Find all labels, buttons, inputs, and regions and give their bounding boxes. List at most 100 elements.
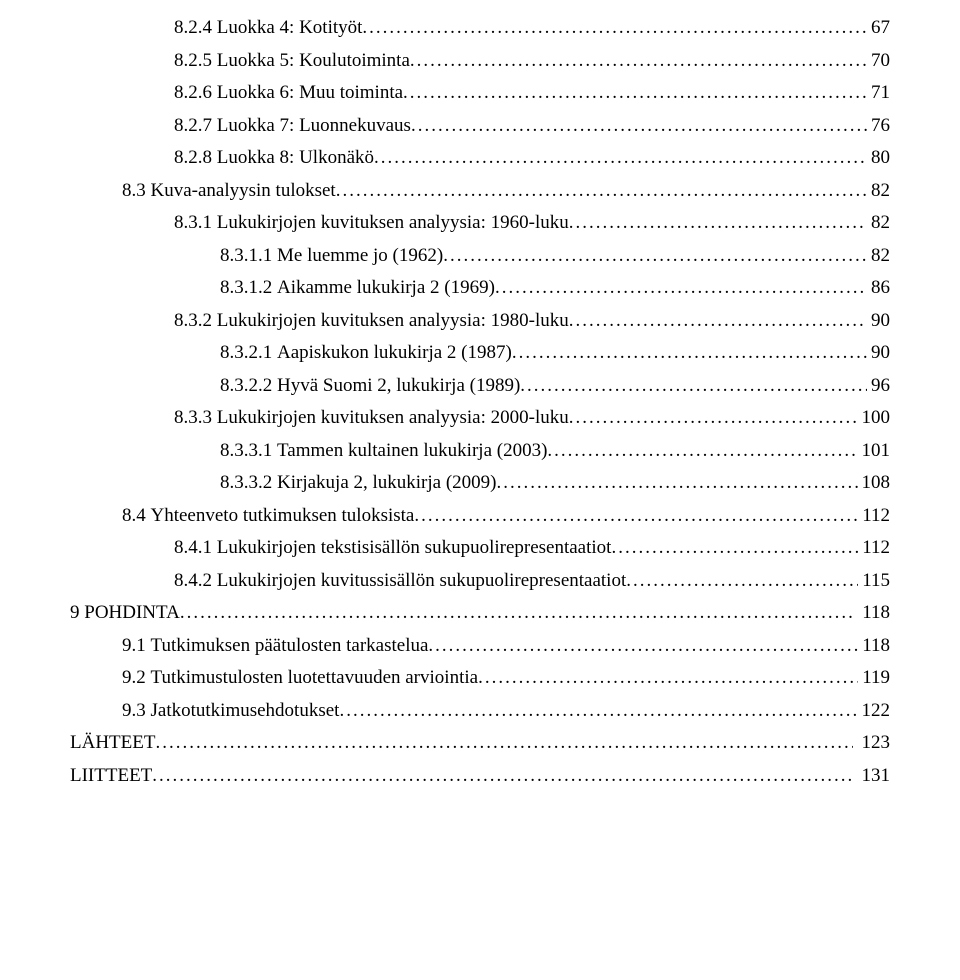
toc-entry-title: LÄHTEET <box>70 733 155 752</box>
toc-leader-dots <box>495 278 867 297</box>
toc-entry-title: Luokka 6: Muu toiminta <box>217 83 403 102</box>
toc-entry-page: 112 <box>858 506 890 525</box>
toc-entry-title: LIITTEET <box>70 766 152 785</box>
toc-entry: LIITTEET 131 <box>70 766 890 785</box>
toc-entry-title: Kirjakuja 2, lukukirja (2009) <box>277 473 497 492</box>
toc-entry-number: 8.3.2.1 <box>220 343 277 362</box>
toc-entry-title: Tutkimuksen päätulosten tarkastelua <box>151 636 429 655</box>
toc-entry-title: Lukukirjojen kuvituksen analyysia: 1960-… <box>217 213 569 232</box>
toc-entry: 9.2 Tutkimustulosten luotettavuuden arvi… <box>70 668 890 687</box>
toc-entry-page: 90 <box>867 343 890 362</box>
toc-entry-title: Lukukirjojen kuvituksen analyysia: 2000-… <box>217 408 569 427</box>
toc-leader-dots <box>428 636 858 655</box>
toc-entry-page: 118 <box>853 603 890 622</box>
toc-entry: 8.3.2 Lukukirjojen kuvituksen analyysia:… <box>70 311 890 330</box>
toc-entry-title: Lukukirjojen tekstisisällön sukupuolirep… <box>217 538 612 557</box>
toc-entry-number: 9.2 <box>122 668 151 687</box>
toc-leader-dots <box>478 668 858 687</box>
toc-entry-page: 70 <box>867 51 890 70</box>
toc-entry-number: 8.3.3.2 <box>220 473 277 492</box>
toc-entry-page: 71 <box>867 83 890 102</box>
table-of-contents: 8.2.4 Luokka 4: Kotityöt 67 8.2.5 Luokka 5… <box>70 18 890 785</box>
toc-entry-number: 9.3 <box>122 701 151 720</box>
toc-entry: 8.3.1.1 Me luemme jo (1962) 82 <box>70 246 890 265</box>
toc-entry-page: 82 <box>867 213 890 232</box>
toc-leader-dots <box>374 148 867 167</box>
toc-entry-number: 8.4.1 <box>174 538 217 557</box>
toc-entry: LÄHTEET 123 <box>70 733 890 752</box>
toc-entry-title: Tutkimustulosten luotettavuuden arvioint… <box>151 668 479 687</box>
toc-entry: 8.2.6 Luokka 6: Muu toiminta 71 <box>70 83 890 102</box>
toc-entry-page: 90 <box>867 311 890 330</box>
toc-entry-title: POHDINTA <box>84 603 180 622</box>
toc-entry-number: 9 <box>70 603 84 622</box>
toc-entry-number: 8.4.2 <box>174 571 217 590</box>
toc-entry-page: 67 <box>867 18 890 37</box>
toc-entry-number: 8.2.6 <box>174 83 217 102</box>
toc-leader-dots <box>362 18 867 37</box>
toc-entry-title: Yhteenveto tutkimuksen tuloksista <box>151 506 415 525</box>
toc-leader-dots <box>411 116 867 135</box>
toc-leader-dots <box>611 538 858 557</box>
toc-entry-page: 115 <box>858 571 890 590</box>
toc-entry-page: 100 <box>858 408 891 427</box>
toc-entry-page: 82 <box>867 181 890 200</box>
toc-entry-title: Me luemme jo (1962) <box>277 246 443 265</box>
toc-entry-number: 8.3.2.2 <box>220 376 277 395</box>
toc-leader-dots <box>512 343 867 362</box>
toc-entry-title: Luokka 4: Kotityöt <box>217 18 363 37</box>
toc-page: 8.2.4 Luokka 4: Kotityöt 67 8.2.5 Luokka 5… <box>0 0 960 980</box>
toc-leader-dots <box>497 473 858 492</box>
toc-entry-page: 123 <box>853 733 890 752</box>
toc-entry: 8.3.2.2 Hyvä Suomi 2, lukukirja (1989) 96 <box>70 376 890 395</box>
toc-entry-page: 96 <box>867 376 890 395</box>
toc-entry-number: 8.3.1.1 <box>220 246 277 265</box>
toc-entry-number: 8.3 <box>122 181 151 200</box>
toc-entry: 8.2.8 Luokka 8: Ulkonäkö80 <box>70 148 890 167</box>
toc-entry: 8.2.4 Luokka 4: Kotityöt 67 <box>70 18 890 37</box>
toc-entry-page: 101 <box>858 441 891 460</box>
toc-leader-dots <box>626 571 858 590</box>
toc-entry-title: Luokka 7: Luonnekuvaus <box>217 116 411 135</box>
toc-entry-title: Tammen kultainen lukukirja (2003) <box>277 441 547 460</box>
toc-entry-title: Luokka 5: Koulutoiminta <box>217 51 410 70</box>
toc-entry-title: Aapiskukon lukukirja 2 (1987) <box>277 343 512 362</box>
toc-entry: 8.3 Kuva-analyysin tulokset 82 <box>70 181 890 200</box>
toc-entry-title: Hyvä Suomi 2, lukukirja (1989) <box>277 376 520 395</box>
toc-leader-dots <box>569 311 867 330</box>
toc-leader-dots <box>339 701 857 720</box>
toc-entry: 8.3.1 Lukukirjojen kuvituksen analyysia:… <box>70 213 890 232</box>
toc-entry-number: 8.4 <box>122 506 151 525</box>
toc-leader-dots <box>520 376 867 395</box>
toc-entry-title: Lukukirjojen kuvituksen analyysia: 1980-… <box>217 311 569 330</box>
toc-entry: 9.3 Jatkotutkimusehdotukset122 <box>70 701 890 720</box>
toc-entry-number: 8.2.7 <box>174 116 217 135</box>
toc-leader-dots <box>414 506 858 525</box>
toc-entry-page: 76 <box>867 116 890 135</box>
toc-entry: 8.3.3 Lukukirjojen kuvituksen analyysia:… <box>70 408 890 427</box>
toc-entry: 9 POHDINTA 118 <box>70 603 890 622</box>
toc-entry-title: Kuva-analyysin tulokset <box>151 181 336 200</box>
toc-leader-dots <box>152 766 852 785</box>
toc-entry-title: Luokka 8: Ulkonäkö <box>217 148 374 167</box>
toc-entry: 9.1 Tutkimuksen päätulosten tarkastelua1… <box>70 636 890 655</box>
toc-entry: 8.3.3.2 Kirjakuja 2, lukukirja (2009)108 <box>70 473 890 492</box>
toc-entry: 8.3.2.1 Aapiskukon lukukirja 2 (1987) 90 <box>70 343 890 362</box>
toc-entry: 8.3.3.1 Tammen kultainen lukukirja (2003… <box>70 441 890 460</box>
toc-entry: 8.4 Yhteenveto tutkimuksen tuloksista 112 <box>70 506 890 525</box>
toc-leader-dots <box>403 83 867 102</box>
toc-leader-dots <box>180 603 854 622</box>
toc-leader-dots <box>336 181 867 200</box>
toc-entry-number: 8.2.5 <box>174 51 217 70</box>
toc-entry-page: 82 <box>867 246 890 265</box>
toc-entry-page: 80 <box>867 148 890 167</box>
toc-entry-number: 8.3.1.2 <box>220 278 277 297</box>
toc-entry-number: 8.3.2 <box>174 311 217 330</box>
toc-entry-title: Aikamme lukukirja 2 (1969) <box>277 278 495 297</box>
toc-entry-page: 86 <box>867 278 890 297</box>
toc-entry-title: Jatkotutkimusehdotukset <box>151 701 340 720</box>
toc-leader-dots <box>569 408 858 427</box>
toc-entry-number: 8.3.3.1 <box>220 441 277 460</box>
toc-entry-number: 8.2.4 <box>174 18 217 37</box>
toc-leader-dots <box>547 441 857 460</box>
